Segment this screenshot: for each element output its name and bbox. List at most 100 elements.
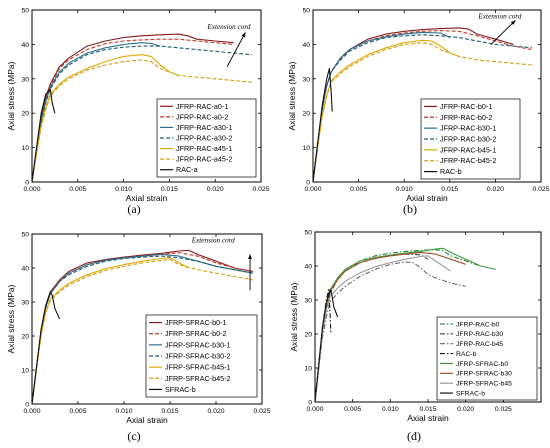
y-tick-label: 30 xyxy=(21,76,29,83)
x-tick-label: 0.025 xyxy=(495,406,512,413)
x-tick-label: 0.000 xyxy=(304,186,321,193)
legend-label: JFRP-RAC-b0-1 xyxy=(440,102,492,111)
annotation-arrow-head xyxy=(248,254,252,260)
x-tick-label: 0.020 xyxy=(487,186,504,193)
series-line-7 xyxy=(32,88,56,182)
series-line-2 xyxy=(315,253,429,402)
x-tick-label: 0.020 xyxy=(207,186,224,193)
x-tick-label: 0.015 xyxy=(419,406,436,413)
x-tick-label: 0.005 xyxy=(350,186,367,193)
y-tick-label: 0 xyxy=(306,180,310,187)
y-tick-label: 30 xyxy=(21,300,29,307)
legend-label: RAC-b xyxy=(440,167,462,176)
legend-label: JFRP-RAC-b0-2 xyxy=(440,113,492,122)
x-tick-label: 0.020 xyxy=(457,406,474,413)
chart-panel-1: 0.000 0.005 0.010 0.015 0.020 0.025 0 10 20 30 40 5… xyxy=(6,8,270,217)
legend-label: JFRP-RAC-b30-1 xyxy=(440,124,496,133)
legend-label: JFRP-RAC-b45 xyxy=(456,341,503,348)
chart-panel-3: 0.000 0.005 0.010 0.015 0.020 0.025 0 10 20 30 40 5… xyxy=(6,232,271,444)
series-line-7 xyxy=(32,291,61,404)
x-tick-label: 0.000 xyxy=(23,186,40,193)
chart-panel-2: 0.000 0.005 0.010 0.015 0.020 0.025 0 10 20 30 40 5… xyxy=(287,8,550,217)
y-tick-label: 50 xyxy=(21,232,29,239)
plot-frame xyxy=(312,9,542,183)
y-tick-label: 20 xyxy=(21,111,29,118)
series-line-8 xyxy=(315,289,339,402)
panel-label: (a) xyxy=(127,202,140,216)
series-line-7 xyxy=(315,255,451,402)
annotation-arrow-head xyxy=(510,20,516,25)
annotation-arrow-shaft xyxy=(490,19,516,45)
x-tick-label: 0.005 xyxy=(344,406,361,413)
x-tick-label: 0.025 xyxy=(252,186,269,193)
legend-label: JFRP-RAC-a0-1 xyxy=(176,102,228,111)
x-tick-label: 0.010 xyxy=(115,186,132,193)
legend-label: JFRP-SFRAC-b0-1 xyxy=(165,318,227,327)
legend-label: JFRP-RAC-a45-1 xyxy=(176,144,232,153)
legend-label: JFRP-SFRAC-b0-2 xyxy=(165,329,227,338)
series-line-2 xyxy=(313,30,533,182)
y-tick-label: 30 xyxy=(304,298,312,305)
x-tick-label: 0.025 xyxy=(253,408,270,415)
legend-label: RAC-b xyxy=(456,351,477,358)
series-group xyxy=(32,33,252,182)
x-axis-label: Axial strain xyxy=(126,193,168,203)
y-tick-label: 40 xyxy=(304,264,312,271)
annotation-text: Extension cord xyxy=(191,237,235,245)
series-line-4 xyxy=(32,255,253,404)
y-tick-label: 40 xyxy=(21,266,29,273)
panel-label: (c) xyxy=(127,429,140,443)
x-tick-label: 0.005 xyxy=(69,186,86,193)
legend-box xyxy=(145,314,258,398)
x-tick-label: 0.010 xyxy=(396,186,413,193)
annotation-arrow-shaft xyxy=(226,32,246,67)
legend-label: JFRP-RAC-b0 xyxy=(456,321,500,328)
legend-label: JFRP-SFRAC-b45-1 xyxy=(165,363,231,372)
annotation-arrow-head xyxy=(241,32,246,38)
x-tick-label: 0.010 xyxy=(382,406,399,413)
chart-panel-4: 0.000 0.005 0.010 0.015 0.020 0.025 0 10 20 30 40 5… xyxy=(289,230,542,443)
x-tick-label: 0.020 xyxy=(207,408,224,415)
x-tick-label: 0.000 xyxy=(306,406,323,413)
y-tick-label: 50 xyxy=(21,8,29,15)
series-group xyxy=(313,27,533,182)
series-line-4 xyxy=(32,45,252,182)
y-tick-label: 20 xyxy=(21,334,29,341)
legend-label: JFRP-RAC-b30-2 xyxy=(440,135,496,144)
legend-label: JFRP-RAC-a0-2 xyxy=(176,112,228,121)
panel-label: (d) xyxy=(407,429,421,443)
series-line-4 xyxy=(313,34,532,182)
y-tick-label: 40 xyxy=(302,42,310,49)
legend-label: JFRP-SFRAC-b45 xyxy=(456,381,512,388)
legend-label: JFRP-SFRAC-b30 xyxy=(456,371,512,378)
legend-label: JFRP-SFRAC-b30-2 xyxy=(165,352,231,361)
legend-label: JFRP-SFRAC-b30-1 xyxy=(165,340,231,349)
y-tick-label: 20 xyxy=(302,111,310,118)
x-tick-label: 0.010 xyxy=(115,408,132,415)
y-tick-label: 50 xyxy=(304,230,312,237)
x-axis-label: Axial strain xyxy=(407,413,449,423)
x-axis-label: Axial strain xyxy=(406,193,448,203)
series-group xyxy=(315,247,496,402)
series-line-4 xyxy=(315,289,332,402)
series-line-7 xyxy=(313,67,333,182)
y-tick-label: 30 xyxy=(302,76,310,83)
series-group xyxy=(32,249,253,404)
x-tick-label: 0.015 xyxy=(161,186,178,193)
y-tick-label: 0 xyxy=(25,180,29,187)
legend: JFRP-SFRAC-b0-1 JFRP-SFRAC-b0-2 JFRP-SFRAC… xyxy=(145,314,258,398)
plot-frame xyxy=(31,233,263,405)
legend-box xyxy=(436,316,538,401)
y-axis-label: Axial stress (MPa) xyxy=(287,61,297,130)
legend-label: JFRP-RAC-b45-2 xyxy=(440,156,496,165)
legend-label: JFRP-SFRAC-b45-2 xyxy=(165,374,231,383)
y-axis-label: Axial stress (MPa) xyxy=(6,284,16,353)
legend-label: JFRP-RAC-a30-1 xyxy=(176,123,232,132)
x-tick-label: 0.005 xyxy=(69,408,86,415)
y-axis-label: Axial stress (MPa) xyxy=(6,61,16,130)
legend-label: RAC-a xyxy=(176,165,198,174)
annotation-text: Extension cord xyxy=(477,13,521,21)
